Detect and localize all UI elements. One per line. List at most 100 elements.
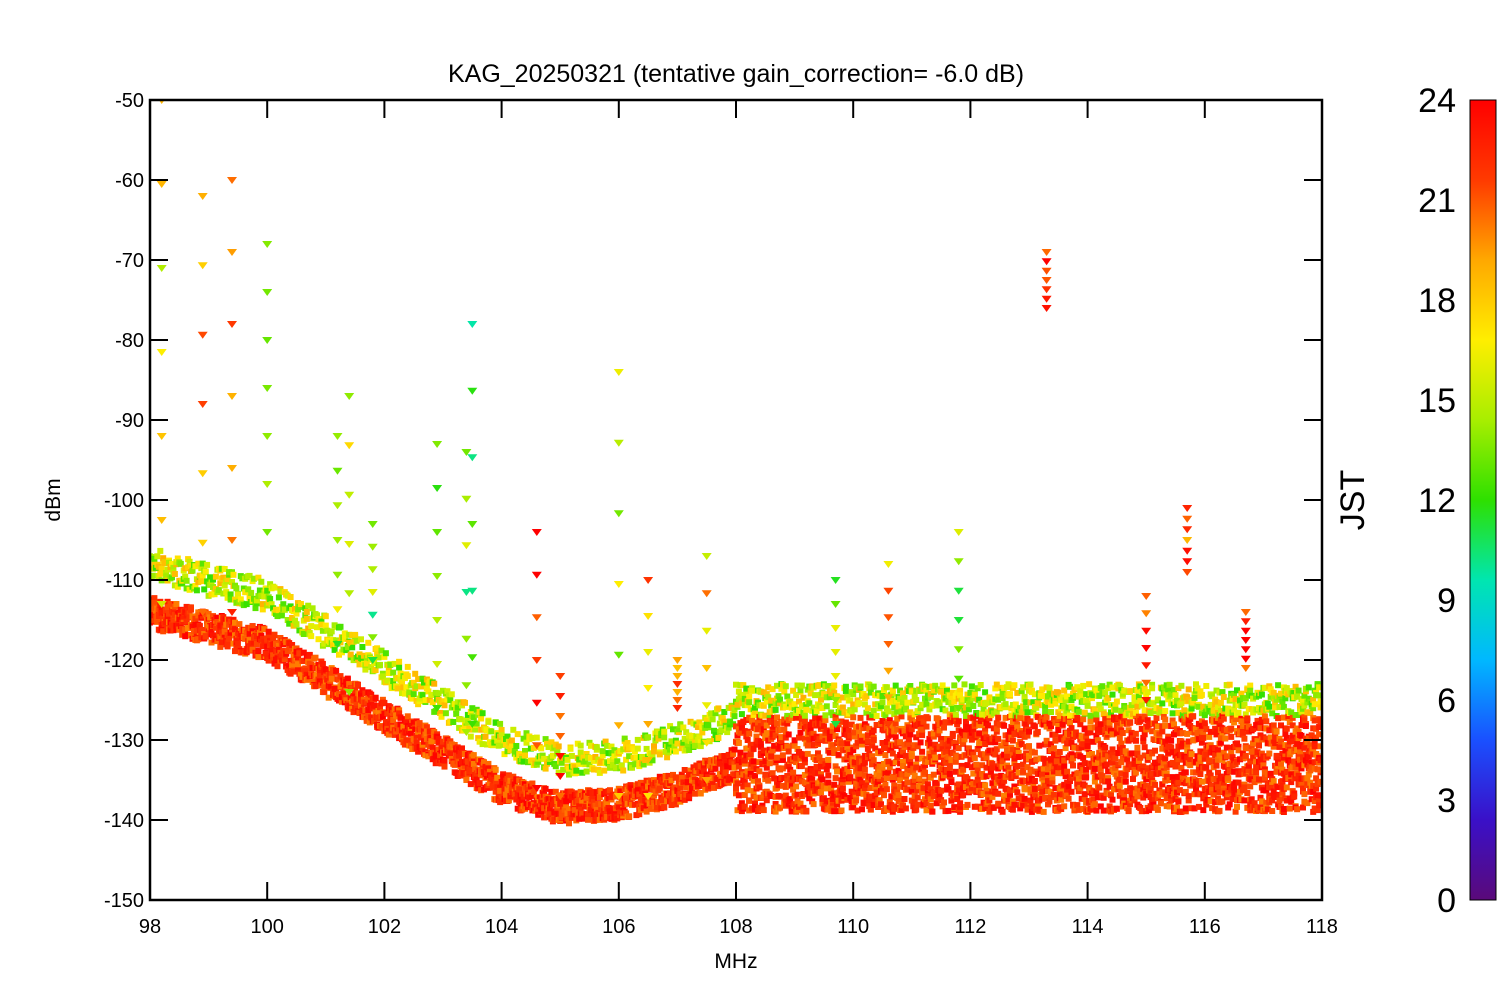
noise-point bbox=[763, 797, 770, 804]
noise-point bbox=[793, 692, 800, 698]
noise-point bbox=[371, 702, 378, 709]
noise-point bbox=[542, 785, 549, 792]
noise-point bbox=[834, 801, 841, 808]
noise-point bbox=[891, 803, 898, 810]
noise-point bbox=[305, 655, 312, 662]
noise-point bbox=[861, 759, 868, 766]
noise-point bbox=[344, 675, 351, 682]
noise-point bbox=[413, 732, 420, 739]
noise-point bbox=[967, 756, 974, 763]
noise-point bbox=[826, 694, 833, 701]
noise-point bbox=[832, 733, 839, 740]
noise-point bbox=[711, 784, 717, 791]
noise-point bbox=[708, 710, 715, 717]
noise-point bbox=[649, 752, 656, 759]
noise-point bbox=[667, 723, 674, 730]
noise-point bbox=[220, 574, 227, 581]
noise-point bbox=[974, 685, 981, 692]
noise-point bbox=[1055, 709, 1062, 716]
noise-point bbox=[410, 679, 417, 686]
noise-point bbox=[869, 711, 876, 718]
noise-point bbox=[488, 728, 495, 735]
noise-point bbox=[353, 699, 360, 706]
noise-point bbox=[300, 649, 307, 656]
noise-point bbox=[1121, 791, 1128, 798]
noise-point bbox=[336, 676, 342, 683]
noise-point bbox=[331, 685, 338, 692]
noise-point bbox=[1093, 687, 1100, 694]
noise-point bbox=[1011, 755, 1018, 762]
noise-point bbox=[459, 745, 465, 752]
noise-point bbox=[752, 803, 758, 810]
noise-point bbox=[325, 694, 332, 701]
noise-point bbox=[582, 758, 589, 765]
noise-point bbox=[615, 804, 622, 811]
noise-point bbox=[760, 807, 767, 814]
noise-point bbox=[853, 797, 860, 804]
noise-point bbox=[960, 696, 967, 703]
noise-point bbox=[763, 698, 770, 705]
noise-point bbox=[932, 682, 939, 689]
noise-point bbox=[941, 799, 947, 806]
noise-point bbox=[546, 759, 553, 765]
noise-point bbox=[224, 639, 231, 646]
noise-point bbox=[1055, 689, 1062, 696]
noise-point bbox=[397, 714, 404, 721]
noise-point bbox=[160, 628, 167, 635]
noise-point bbox=[378, 647, 385, 654]
noise-point bbox=[1061, 762, 1068, 769]
noise-point bbox=[576, 815, 583, 822]
noise-point bbox=[902, 752, 909, 759]
noise-point bbox=[400, 723, 407, 730]
noise-point bbox=[227, 596, 234, 603]
noise-point bbox=[1064, 707, 1071, 714]
noise-point bbox=[791, 737, 798, 744]
noise-point bbox=[878, 703, 884, 710]
noise-point bbox=[961, 681, 968, 688]
noise-point bbox=[838, 718, 845, 725]
noise-point bbox=[781, 726, 788, 733]
noise-point bbox=[453, 710, 460, 717]
noise-point bbox=[1055, 722, 1062, 729]
noise-point bbox=[930, 750, 937, 756]
noise-point bbox=[863, 709, 870, 716]
noise-point bbox=[401, 690, 408, 697]
noise-point bbox=[374, 645, 381, 652]
noise-point bbox=[485, 765, 492, 772]
noise-point bbox=[668, 738, 675, 745]
noise-point bbox=[441, 763, 448, 770]
noise-point bbox=[879, 764, 886, 771]
noise-point bbox=[265, 657, 272, 664]
noise-point bbox=[883, 705, 890, 712]
noise-point bbox=[1102, 689, 1109, 696]
noise-point bbox=[945, 807, 952, 814]
noise-point bbox=[859, 733, 865, 740]
noise-point bbox=[861, 766, 868, 773]
noise-point bbox=[1042, 702, 1049, 709]
noise-point bbox=[608, 743, 615, 750]
noise-point bbox=[747, 767, 754, 774]
noise-point bbox=[1018, 730, 1025, 737]
noise-point bbox=[183, 577, 190, 584]
noise-point bbox=[1056, 749, 1063, 755]
noise-point bbox=[1045, 765, 1051, 772]
noise-point bbox=[885, 708, 892, 715]
noise-point bbox=[275, 607, 282, 614]
noise-point bbox=[1077, 721, 1084, 728]
noise-point bbox=[1009, 806, 1016, 813]
noise-point bbox=[199, 560, 206, 567]
noise-point bbox=[295, 661, 301, 668]
noise-point bbox=[322, 622, 329, 629]
noise-point bbox=[224, 643, 231, 650]
noise-point bbox=[1094, 794, 1101, 801]
noise-point bbox=[1015, 754, 1022, 760]
noise-point bbox=[914, 801, 921, 808]
noise-point bbox=[1097, 765, 1104, 772]
noise-point bbox=[1127, 688, 1134, 695]
noise-point bbox=[922, 769, 928, 776]
noise-point bbox=[957, 803, 964, 810]
noise-point bbox=[199, 627, 206, 633]
noise-point bbox=[277, 588, 284, 595]
noise-point bbox=[696, 719, 703, 726]
noise-point bbox=[321, 683, 328, 690]
